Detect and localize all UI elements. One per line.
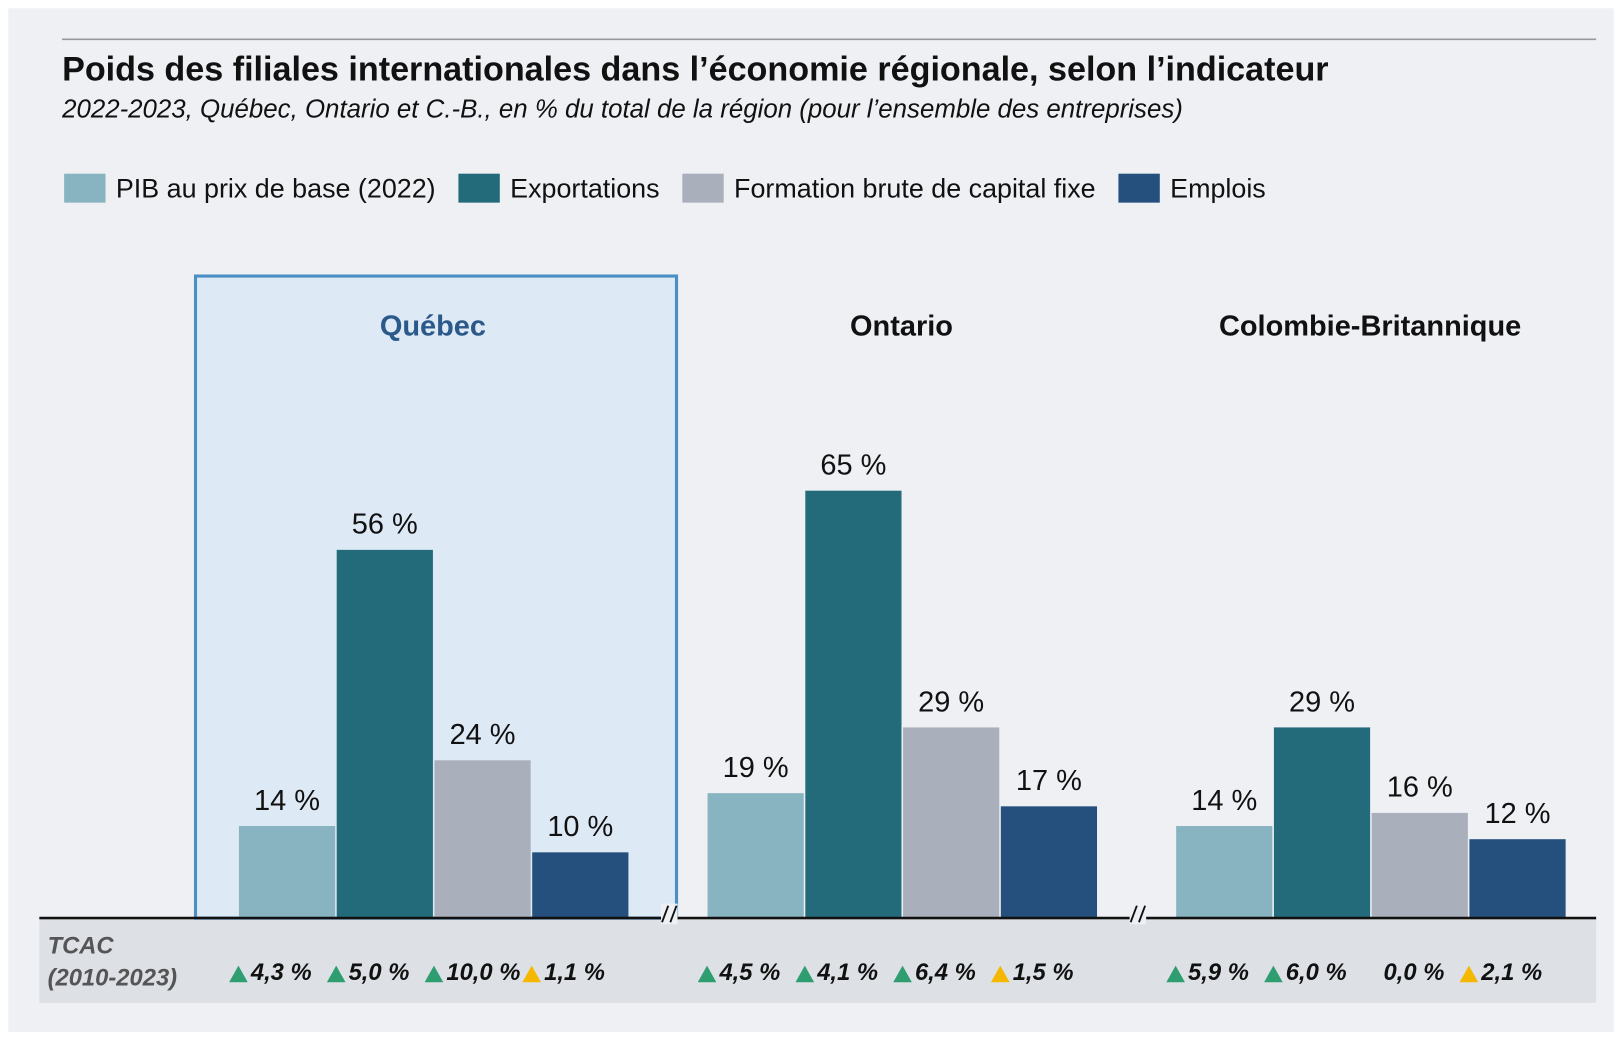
legend-swatch: [458, 173, 500, 203]
data-label: 65 %: [820, 450, 886, 482]
legend-swatch: [64, 173, 106, 203]
axis-break: [1138, 905, 1146, 923]
data-label: 14 %: [1191, 785, 1257, 817]
axis-break-bg: [1129, 903, 1147, 925]
axis-break: [661, 905, 670, 923]
growth-label: 1,5 %: [1013, 959, 1074, 986]
bar: [1000, 806, 1098, 919]
growth-title: (2010-2023): [48, 964, 178, 991]
legend-label: PIB au prix de base (2022): [116, 173, 436, 203]
growth-label: 4,1 %: [816, 959, 878, 986]
growth-triangle: [229, 965, 248, 983]
growth-triangle: [697, 965, 717, 983]
chart-title: Poids des filiales internationales dans …: [62, 50, 1329, 88]
data-label: 10 %: [547, 811, 613, 843]
growth-label: 2,1 %: [1480, 959, 1542, 986]
data-label: 29 %: [1289, 686, 1355, 718]
group-title: Québec: [380, 310, 486, 342]
bar: [805, 490, 902, 919]
growth-label: 0,0 %: [1384, 959, 1445, 986]
axis-break-bg: [661, 903, 678, 925]
growth-triangle: [1166, 965, 1185, 983]
legend-label: Exportations: [510, 173, 659, 203]
data-label: 56 %: [352, 509, 418, 541]
bar: [1176, 826, 1273, 919]
data-label: 29 %: [918, 686, 984, 718]
data-label: 14 %: [254, 785, 320, 817]
chart-subtitle: 2022-2023, Québec, Ontario et C.-B., en …: [61, 95, 1183, 123]
legend-label: Formation brute de capital fixe: [734, 173, 1096, 203]
axis-break: [669, 905, 678, 923]
plot: TCAC (2010-2023) Québec 14 % 4,3 % 56 % 5,0 % 2…: [39, 274, 1597, 1003]
axis-break: [1129, 905, 1138, 923]
growth-band: [39, 920, 1597, 1003]
growth-triangle: [326, 965, 346, 983]
data-label: 19 %: [723, 752, 789, 784]
data-label: 16 %: [1387, 772, 1453, 804]
data-label: 24 %: [450, 719, 516, 751]
data-label: 17 %: [1016, 765, 1082, 797]
group-title: Ontario: [850, 310, 953, 342]
legend: PIB au prix de base (2022) Exportations Fo…: [64, 173, 1266, 203]
bar: [434, 760, 531, 919]
growth-label: 5,9 %: [1188, 959, 1249, 986]
group-title: Colombie-Britannique: [1219, 310, 1521, 342]
growth-label: 4,5 %: [718, 959, 780, 986]
bar: [336, 549, 433, 919]
growth-label: 4,3 %: [250, 959, 312, 986]
growth-triangle: [522, 965, 542, 983]
bar: [707, 793, 804, 919]
growth-triangle: [990, 965, 1010, 983]
legend-swatch: [682, 173, 724, 203]
growth-label: 1,1 %: [544, 959, 605, 986]
bar: [532, 852, 629, 919]
bar: [1273, 727, 1371, 919]
bar: [1469, 839, 1566, 919]
bar: [238, 826, 336, 919]
growth-label: 5,0 %: [349, 959, 410, 986]
legend-label: Emplois: [1170, 173, 1266, 203]
bar: [903, 727, 1000, 919]
growth-triangle: [1459, 965, 1479, 983]
legend-swatch: [1118, 173, 1160, 203]
growth-label: 6,4 %: [915, 959, 976, 986]
data-label: 12 %: [1485, 798, 1551, 830]
growth-label: 6,0 %: [1286, 959, 1347, 986]
growth-triangle: [424, 965, 444, 983]
growth-triangle: [893, 965, 912, 983]
growth-label: 10,0 %: [446, 959, 520, 986]
growth-triangle: [795, 965, 815, 983]
growth-title: TCAC: [48, 932, 115, 959]
bar: [1371, 812, 1468, 919]
growth-triangle: [1264, 965, 1283, 983]
